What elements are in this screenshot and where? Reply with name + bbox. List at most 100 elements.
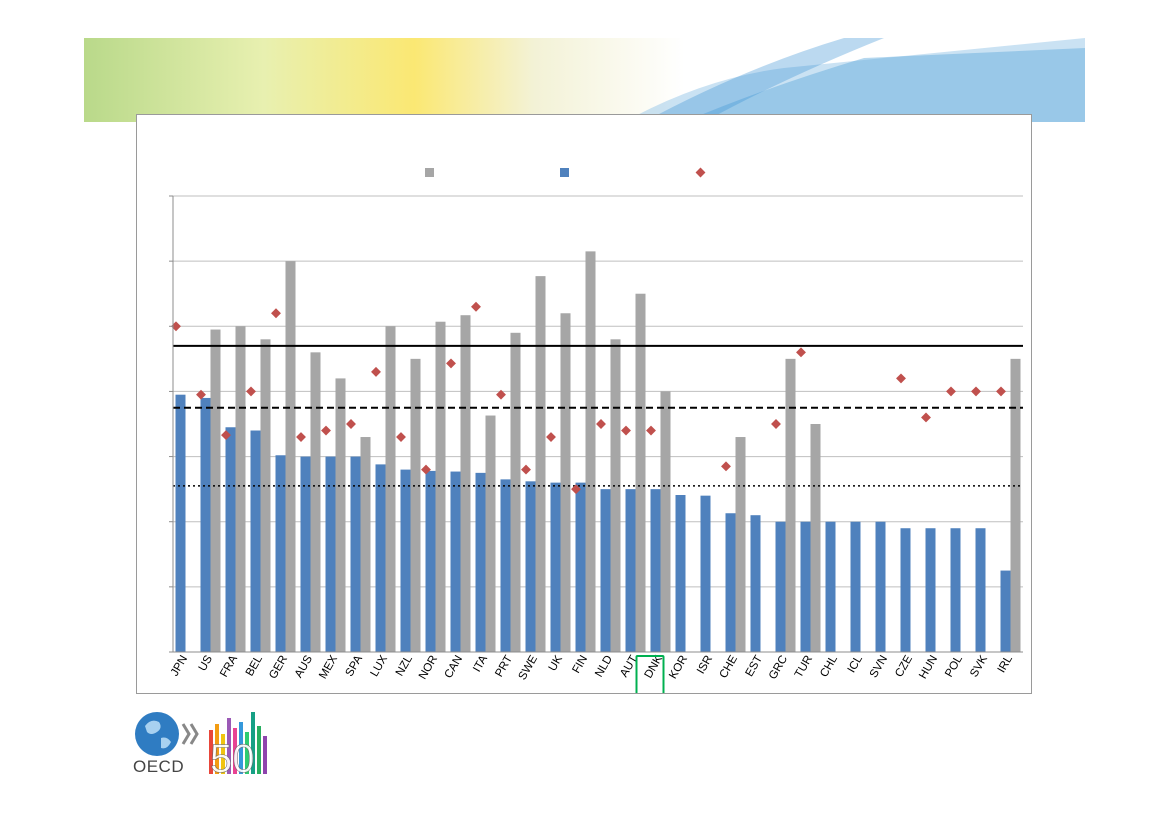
bar-blue-IRL bbox=[1000, 570, 1011, 652]
axes bbox=[169, 195, 1023, 653]
bar-grey-CHE bbox=[735, 437, 746, 652]
category-label: HUN bbox=[917, 654, 940, 682]
bar-blue-PRT bbox=[500, 479, 511, 652]
category-label: US bbox=[197, 653, 216, 673]
category-label: NZL bbox=[394, 653, 416, 678]
marker-HUN bbox=[921, 412, 931, 423]
category-label: UK bbox=[547, 653, 566, 673]
category-label: TUR bbox=[793, 654, 815, 680]
category-label: CAN bbox=[443, 654, 466, 681]
bar-grey-LUX bbox=[385, 326, 396, 652]
bar-blue-CHE bbox=[725, 513, 736, 652]
bar-blue-SPA bbox=[350, 456, 361, 652]
category-label: GRC bbox=[767, 654, 790, 682]
category-label: AUS bbox=[293, 653, 315, 680]
bar-grey-FRA bbox=[235, 326, 246, 652]
legend-swatch-grey bbox=[425, 168, 434, 177]
bar-grey-MEX bbox=[335, 378, 346, 652]
bar-grey-DNK bbox=[660, 391, 671, 652]
bar-blue-DNK bbox=[650, 489, 661, 652]
bar-blue-MEX bbox=[325, 456, 336, 652]
marker-DNK bbox=[646, 425, 656, 436]
bar-blue-EST bbox=[750, 515, 761, 652]
bar-grey-BEL bbox=[260, 339, 271, 652]
marker-UK bbox=[546, 432, 556, 442]
marker-POL bbox=[946, 386, 956, 397]
marker-SPA bbox=[346, 419, 356, 429]
bar-grey-ITA bbox=[485, 415, 496, 652]
legend-swatch-blue bbox=[560, 168, 569, 177]
bar-grey-IRL bbox=[1010, 358, 1021, 652]
bar-blue-AUT bbox=[625, 489, 636, 652]
marker-AUT bbox=[621, 425, 631, 436]
anniversary-number: 50 bbox=[210, 737, 255, 778]
bar-blue-CZE bbox=[900, 528, 911, 652]
bar-blue-CAN bbox=[450, 471, 461, 652]
category-label: KOR bbox=[667, 654, 690, 682]
marker-NZL bbox=[396, 432, 406, 442]
category-label: ISR bbox=[695, 654, 715, 677]
bar-blue-LUX bbox=[375, 464, 386, 652]
category-label: NOR bbox=[417, 654, 440, 682]
marker-NOR bbox=[421, 464, 431, 475]
bar-blue-TUR bbox=[800, 521, 811, 652]
category-label: IRL bbox=[996, 653, 1016, 675]
category-label: ITA bbox=[471, 653, 490, 674]
category-label: SVN bbox=[868, 654, 890, 680]
bar-grey-US bbox=[210, 329, 221, 652]
marker-GRC bbox=[771, 419, 781, 429]
bar-grey-FIN bbox=[585, 251, 596, 652]
legend bbox=[425, 167, 706, 178]
bar-grey-TUR bbox=[810, 424, 821, 652]
bar-blue-SVN bbox=[875, 521, 886, 652]
category-label: FIN bbox=[570, 654, 590, 676]
bar-grey-NOR bbox=[435, 321, 446, 652]
bar-blue-NLD bbox=[600, 489, 611, 652]
bar-blue-CHL bbox=[825, 521, 836, 652]
category-label: EST bbox=[744, 654, 766, 679]
bar-blue-ISR bbox=[700, 495, 711, 652]
bar-grey-GER bbox=[285, 261, 296, 652]
chart-frame: JPN US FRA BEL GER AUS MEX SPA LUX NZL NOR CAN ITA PR… bbox=[136, 114, 1032, 694]
category-label: POL bbox=[943, 653, 965, 679]
marker-FIN bbox=[571, 484, 581, 495]
highlight-box bbox=[635, 655, 665, 693]
category-label: DNK bbox=[643, 653, 666, 680]
bar-blue-FIN bbox=[575, 482, 586, 652]
marker-LUX bbox=[371, 366, 381, 377]
marker-MEX bbox=[321, 425, 331, 436]
marker-GER bbox=[271, 308, 281, 319]
category-label: ICL bbox=[846, 653, 866, 675]
category-label: LUX bbox=[369, 653, 391, 679]
oecd-wordmark: OECD bbox=[133, 757, 185, 776]
category-label: PRT bbox=[493, 654, 515, 680]
marker-TUR bbox=[796, 347, 806, 358]
bar-grey-SWE bbox=[535, 276, 546, 652]
marker-BEL bbox=[246, 386, 256, 397]
marker-CHE bbox=[721, 461, 731, 472]
category-label: MEX bbox=[317, 653, 340, 681]
bar-grey-CAN bbox=[460, 315, 471, 652]
bar-blue-POL bbox=[950, 528, 961, 652]
category-label: CHE bbox=[718, 653, 741, 680]
bar-blue-NZL bbox=[400, 469, 411, 652]
bar-blue-UK bbox=[550, 482, 561, 652]
category-label: SVK bbox=[968, 653, 990, 679]
globe-icon bbox=[135, 712, 179, 756]
bar-blue-JPN bbox=[175, 394, 186, 652]
bar-blue-GER bbox=[275, 455, 286, 652]
bar-grey-AUT bbox=[635, 293, 646, 652]
category-label: GER bbox=[267, 654, 290, 682]
marker-SWE bbox=[521, 464, 531, 475]
bar-grey-AUS bbox=[310, 352, 321, 652]
marker-NLD bbox=[596, 419, 606, 429]
marker-PRT bbox=[496, 389, 506, 400]
category-label: FRA bbox=[218, 653, 240, 679]
bar-grey-PRT bbox=[510, 332, 521, 652]
oecd-logo: 50 bbox=[135, 712, 267, 778]
bar-blue-FRA bbox=[225, 427, 236, 652]
category-label: CZE bbox=[893, 653, 915, 679]
category-label: BEL bbox=[244, 653, 266, 678]
category-label: SPA bbox=[344, 653, 366, 678]
category-label: CHL bbox=[818, 653, 840, 679]
